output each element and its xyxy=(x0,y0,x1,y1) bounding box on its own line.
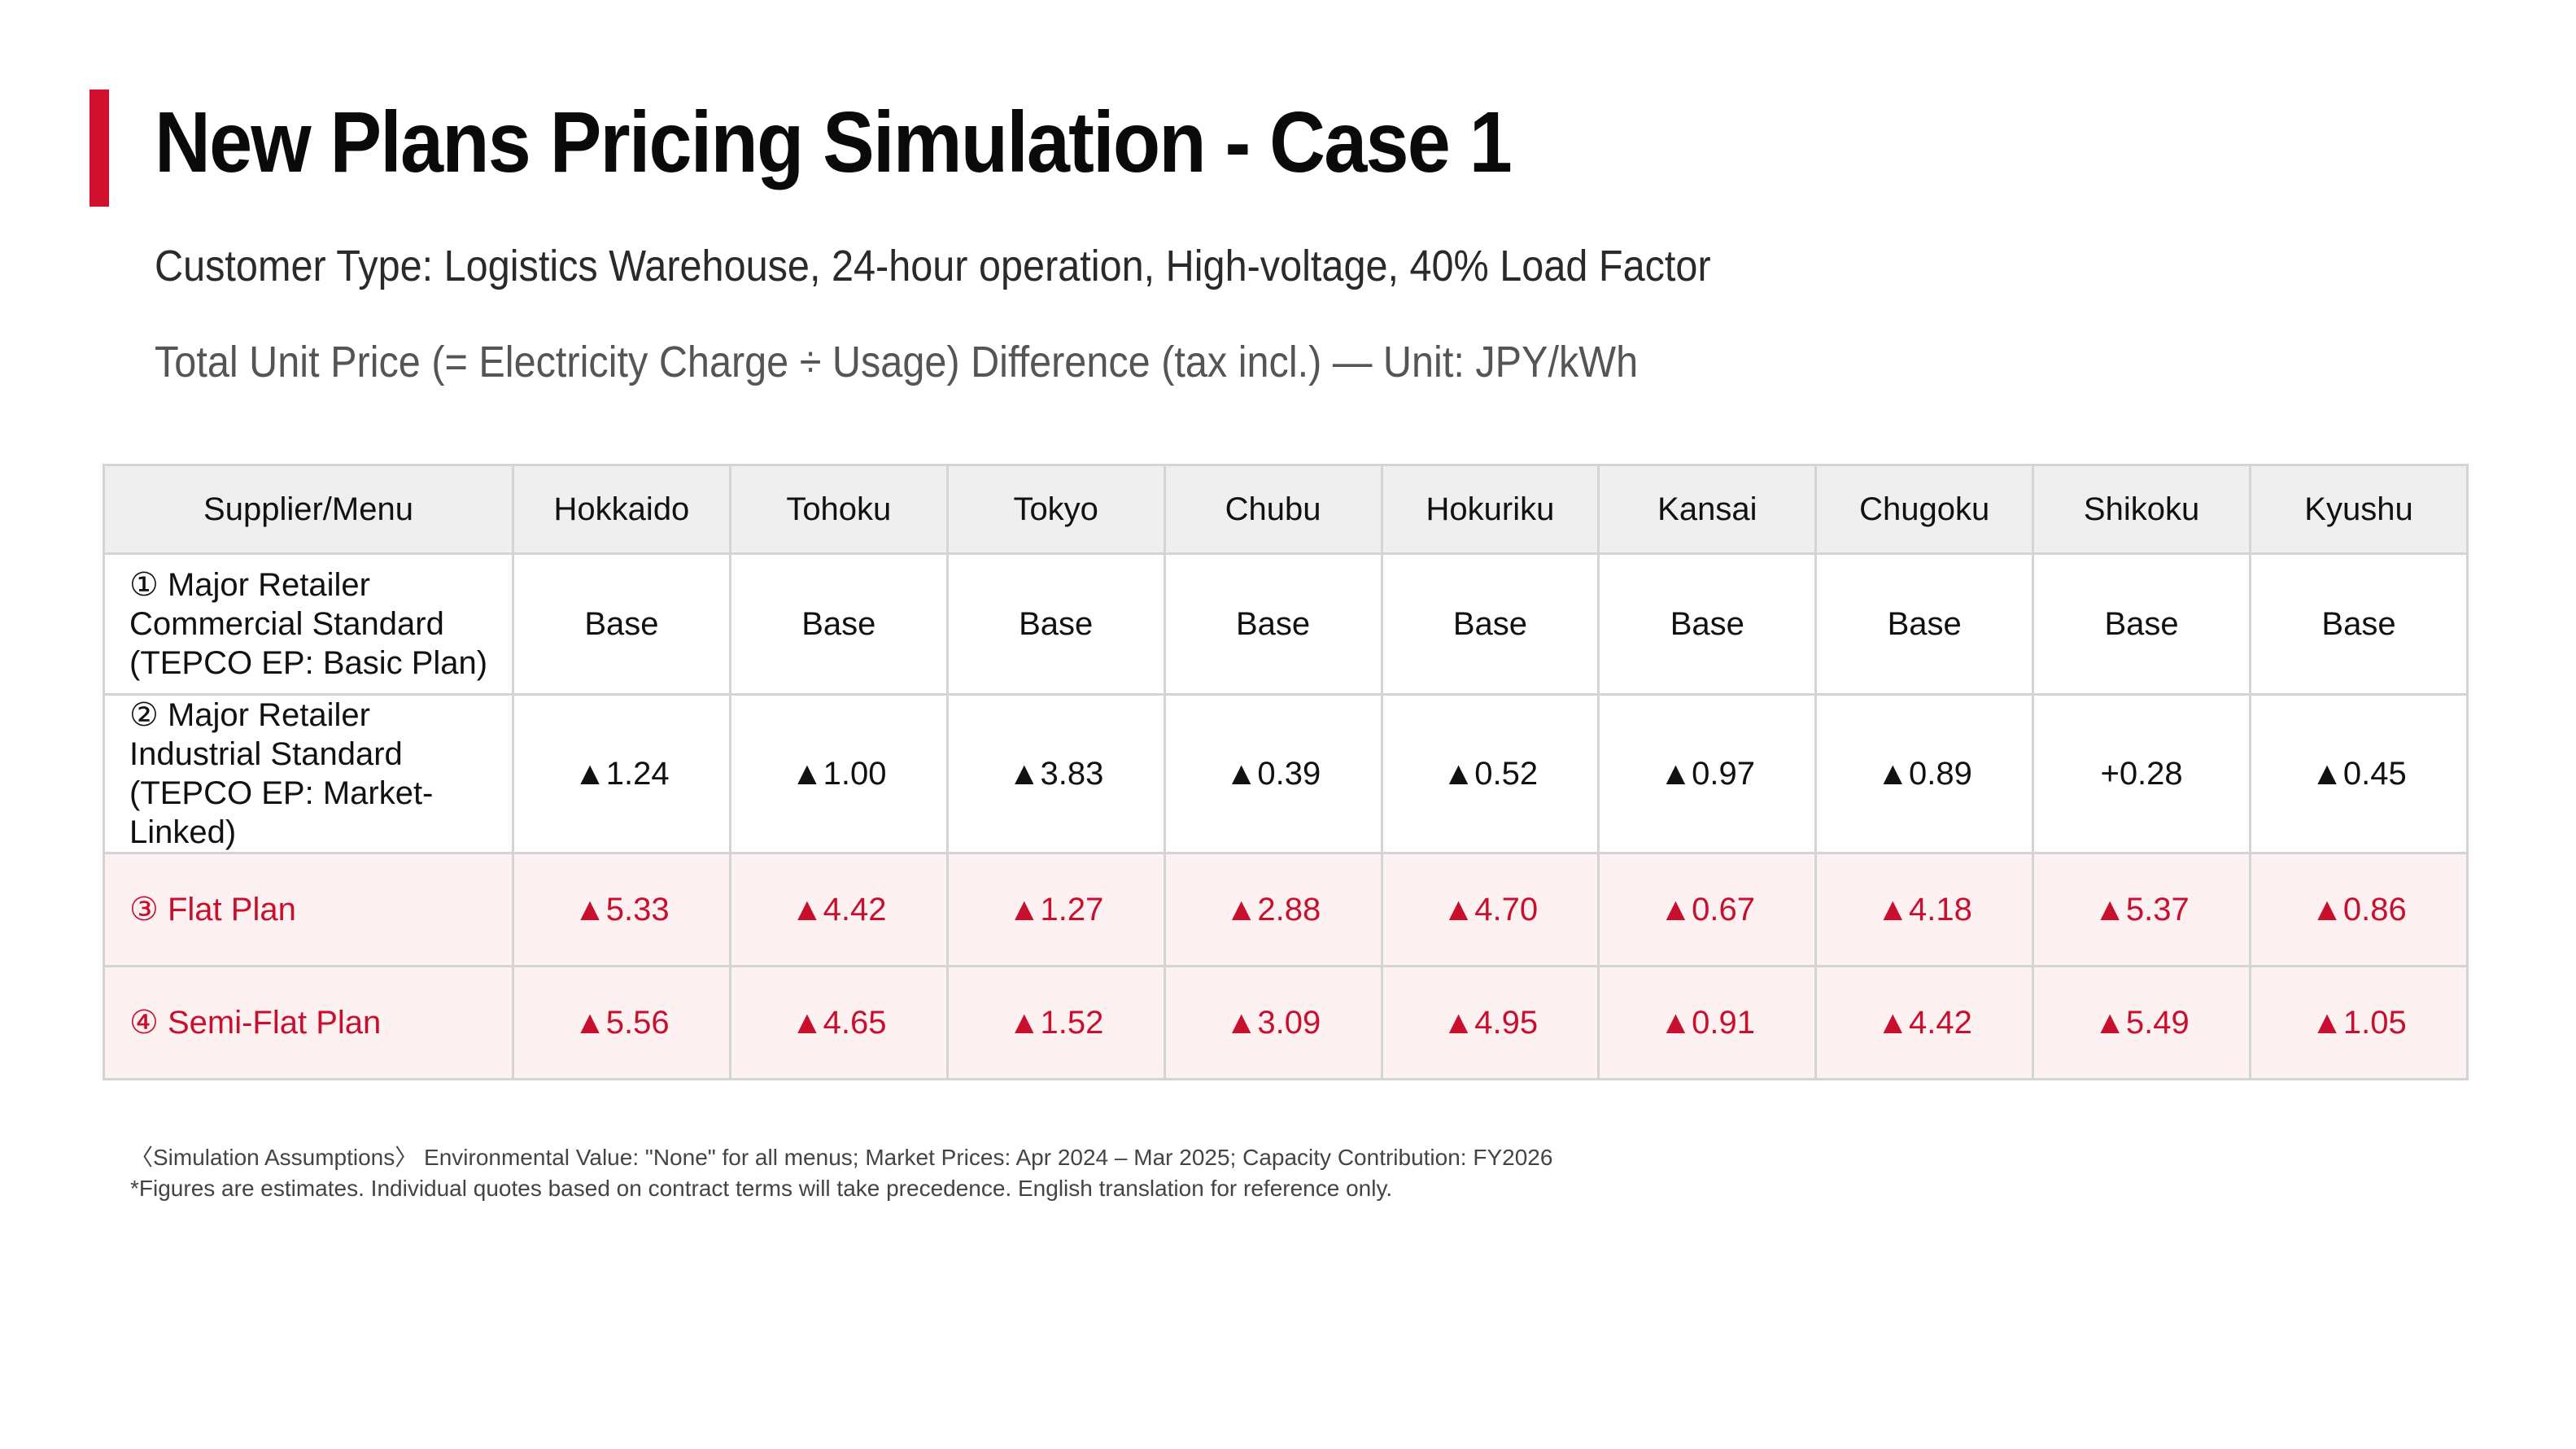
row-label-line: ① Major Retailer xyxy=(129,567,370,603)
column-header-tohoku: Tohoku xyxy=(728,464,949,555)
column-header-chubu: Chubu xyxy=(1163,464,1383,555)
column-header-supplier-menu: Supplier/Menu xyxy=(103,464,514,555)
table-cell: Base xyxy=(1163,552,1383,696)
table-cell: ▲0.52 xyxy=(1380,693,1600,854)
estimate-disclaimer-note: *Figures are estimates. Individual quote… xyxy=(130,1175,1393,1201)
table-cell: ▲0.67 xyxy=(1597,852,1818,967)
table-cell: ▲4.70 xyxy=(1380,852,1600,967)
page-title: New Plans Pricing Simulation - Case 1 xyxy=(155,94,1513,190)
table-cell: ▲4.18 xyxy=(1814,852,2035,967)
column-header-shikoku: Shikoku xyxy=(2032,464,2251,555)
table-cell: ▲4.42 xyxy=(1814,965,2035,1080)
row-label: ① Major Retailer Commercial Standard (TE… xyxy=(103,552,514,696)
table-header-row: Supplier/Menu Hokkaido Tohoku Tokyo Chub… xyxy=(103,464,2469,555)
pricing-table-container: Supplier/Menu Hokkaido Tohoku Tokyo Chub… xyxy=(103,464,2469,1080)
column-header-hokuriku: Hokuriku xyxy=(1380,464,1600,555)
table-cell: ▲5.56 xyxy=(512,965,731,1080)
table-cell: ▲1.52 xyxy=(945,965,1166,1080)
table-cell: Base xyxy=(2249,552,2469,696)
table-cell: ▲0.39 xyxy=(1163,693,1383,854)
table-cell: ▲4.65 xyxy=(728,965,949,1080)
table-cell: ▲0.86 xyxy=(2249,852,2469,967)
table-cell: ▲0.97 xyxy=(1597,693,1818,854)
table-cell: ▲3.83 xyxy=(945,693,1166,854)
table-cell: Base xyxy=(728,552,949,696)
title-accent-bar xyxy=(90,89,109,207)
table-cell: ▲4.42 xyxy=(728,852,949,967)
column-header-kyushu: Kyushu xyxy=(2249,464,2469,555)
table-cell: ▲5.49 xyxy=(2032,965,2251,1080)
table-row-commercial-standard: ① Major Retailer Commercial Standard (TE… xyxy=(103,552,2469,696)
row-label-line: ② Major Retailer xyxy=(129,697,370,733)
row-label-line: (TEPCO EP: Market-Linked) xyxy=(129,775,434,850)
table-cell: Base xyxy=(2032,552,2251,696)
table-cell: ▲4.95 xyxy=(1380,965,1600,1080)
table-cell: Base xyxy=(945,552,1166,696)
table-cell: ▲5.33 xyxy=(512,852,731,967)
row-label: ② Major Retailer Industrial Standard (TE… xyxy=(103,693,514,854)
table-row-flat-plan: ③ Flat Plan ▲5.33 ▲4.42 ▲1.27 ▲2.88 ▲4.7… xyxy=(103,852,2469,967)
pricing-table: Supplier/Menu Hokkaido Tohoku Tokyo Chub… xyxy=(103,464,2469,1080)
table-cell: ▲0.91 xyxy=(1597,965,1818,1080)
table-cell: ▲1.24 xyxy=(512,693,731,854)
table-cell: ▲5.37 xyxy=(2032,852,2251,967)
unit-description: Total Unit Price (= Electricity Charge ÷… xyxy=(155,338,1639,386)
table-cell: ▲1.27 xyxy=(945,852,1166,967)
row-label: ④ Semi-Flat Plan xyxy=(103,965,514,1080)
table-cell: ▲2.88 xyxy=(1163,852,1383,967)
row-label: ③ Flat Plan xyxy=(103,852,514,967)
footnotes: 〈Simulation Assumptions〉 Environmental V… xyxy=(130,1142,1552,1204)
column-header-tokyo: Tokyo xyxy=(945,464,1166,555)
table-cell: Base xyxy=(1380,552,1600,696)
table-cell: ▲1.00 xyxy=(728,693,949,854)
row-label-line: Industrial Standard xyxy=(129,736,403,772)
table-cell: ▲0.45 xyxy=(2249,693,2469,854)
table-cell: Base xyxy=(1597,552,1818,696)
row-label-line: Commercial Standard xyxy=(129,606,444,642)
table-row-semi-flat-plan: ④ Semi-Flat Plan ▲5.56 ▲4.65 ▲1.52 ▲3.09… xyxy=(103,965,2469,1080)
table-cell: Base xyxy=(512,552,731,696)
simulation-assumptions-note: 〈Simulation Assumptions〉 Environmental V… xyxy=(130,1145,1553,1170)
column-header-hokkaido: Hokkaido xyxy=(512,464,731,555)
table-cell: +0.28 xyxy=(2032,693,2251,854)
table-cell: ▲1.05 xyxy=(2249,965,2469,1080)
table-cell: Base xyxy=(1814,552,2035,696)
column-header-kansai: Kansai xyxy=(1597,464,1818,555)
table-row-industrial-standard: ② Major Retailer Industrial Standard (TE… xyxy=(103,693,2469,854)
table-cell: ▲0.89 xyxy=(1814,693,2035,854)
table-cell: ▲3.09 xyxy=(1163,965,1383,1080)
column-header-chugoku: Chugoku xyxy=(1814,464,2035,555)
customer-type-subtitle: Customer Type: Logistics Warehouse, 24-h… xyxy=(155,242,1711,290)
row-label-line: (TEPCO EP: Basic Plan) xyxy=(129,645,488,681)
